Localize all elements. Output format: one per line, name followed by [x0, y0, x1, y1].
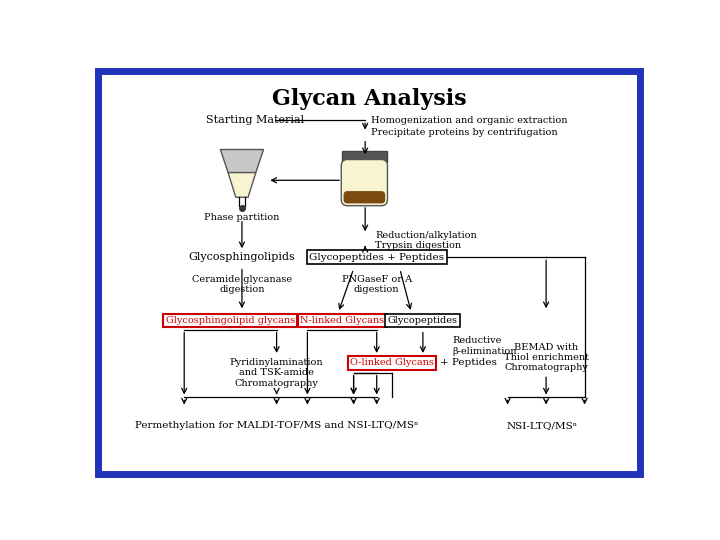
Polygon shape	[228, 173, 256, 197]
Text: Starting Material: Starting Material	[206, 115, 304, 125]
Text: Glycan Analysis: Glycan Analysis	[271, 88, 467, 110]
Text: Precipitate proteins by centrifugation: Precipitate proteins by centrifugation	[372, 128, 558, 137]
Text: +: +	[389, 315, 398, 326]
FancyBboxPatch shape	[341, 159, 387, 206]
Text: N-linked Glycans: N-linked Glycans	[300, 316, 384, 325]
Text: Glycosphingolipid glycans: Glycosphingolipid glycans	[166, 316, 295, 325]
FancyBboxPatch shape	[343, 191, 385, 204]
Text: Glycosphingolipids: Glycosphingolipids	[189, 252, 295, 262]
Text: Ceramide glycanase
digestion: Ceramide glycanase digestion	[192, 274, 292, 294]
Text: PNGaseF or A
digestion: PNGaseF or A digestion	[341, 274, 412, 294]
Text: Permethylation for MALDI-TOF/MS and NSI-LTQ/MSⁿ: Permethylation for MALDI-TOF/MS and NSI-…	[135, 421, 418, 430]
Polygon shape	[220, 150, 264, 173]
Text: O-linked Glycans: O-linked Glycans	[350, 359, 434, 367]
Text: NSI-LTQ/MSⁿ: NSI-LTQ/MSⁿ	[507, 421, 578, 430]
Text: Reduction/alkylation
Trypsin digestion: Reduction/alkylation Trypsin digestion	[375, 231, 477, 250]
Text: Phase partition: Phase partition	[204, 213, 279, 222]
Text: Homogenization and organic extraction: Homogenization and organic extraction	[372, 116, 568, 125]
Text: Pyridinylamination
and TSK-amide
Chromatography: Pyridinylamination and TSK-amide Chromat…	[230, 358, 323, 388]
Text: + Peptides: + Peptides	[440, 359, 497, 367]
FancyBboxPatch shape	[342, 151, 387, 162]
Text: Reductive
β-elimination: Reductive β-elimination	[452, 336, 517, 355]
Text: Glycopeptides: Glycopeptides	[388, 316, 458, 325]
Text: Glycopeptides + Peptides: Glycopeptides + Peptides	[309, 253, 444, 262]
Text: BEMAD with
Thiol enrichment
Chromatography: BEMAD with Thiol enrichment Chromatograp…	[503, 342, 589, 372]
